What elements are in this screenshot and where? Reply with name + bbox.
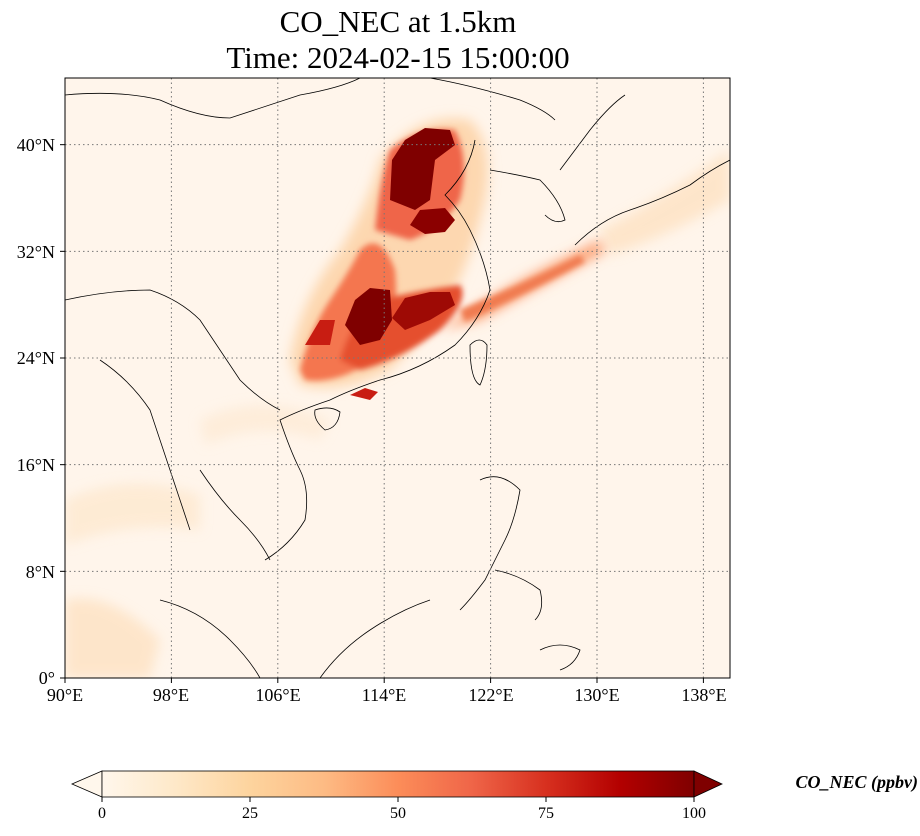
concentration-field <box>65 118 730 678</box>
lat-label-16n: 16°N <box>16 455 55 475</box>
colorbar-extend-max <box>693 770 723 798</box>
colorbar-label: CO_NEC (ppbv) <box>795 772 919 792</box>
colorbar <box>70 770 723 802</box>
map-title-line-1: CO_NEC at 1.5km <box>279 4 517 39</box>
lon-label-98e: 98°E <box>152 685 190 705</box>
lon-label-90e: 90°E <box>46 685 84 705</box>
colorbar-tick-50: 50 <box>390 805 406 822</box>
lon-label-130e: 130°E <box>574 685 620 705</box>
colorbar-tick-75: 75 <box>538 805 554 822</box>
coastlines <box>65 78 730 678</box>
colorbar-tick-100: 100 <box>682 805 706 822</box>
lon-label-138e: 138°E <box>681 685 727 705</box>
colorbar-gradient <box>101 770 695 798</box>
map-frame <box>64 77 731 679</box>
axis-tick-marks <box>60 144 704 683</box>
colorbar-tick-25: 25 <box>242 805 258 822</box>
lat-label-0: 0° <box>38 668 55 688</box>
map-title-line-2: Time: 2024-02-15 15:00:00 <box>226 40 570 75</box>
colorbar-tick-0: 0 <box>98 805 106 822</box>
lon-label-122e: 122°E <box>468 685 514 705</box>
map-gridlines <box>65 78 730 678</box>
lon-label-106e: 106°E <box>255 685 301 705</box>
lat-label-32n: 32°N <box>16 242 55 262</box>
lat-label-8n: 8°N <box>25 562 55 582</box>
colorbar-extend-min <box>70 770 103 798</box>
lat-label-24n: 24°N <box>16 348 55 368</box>
lon-label-114e: 114°E <box>361 685 407 705</box>
lat-label-40n: 40°N <box>16 135 55 155</box>
